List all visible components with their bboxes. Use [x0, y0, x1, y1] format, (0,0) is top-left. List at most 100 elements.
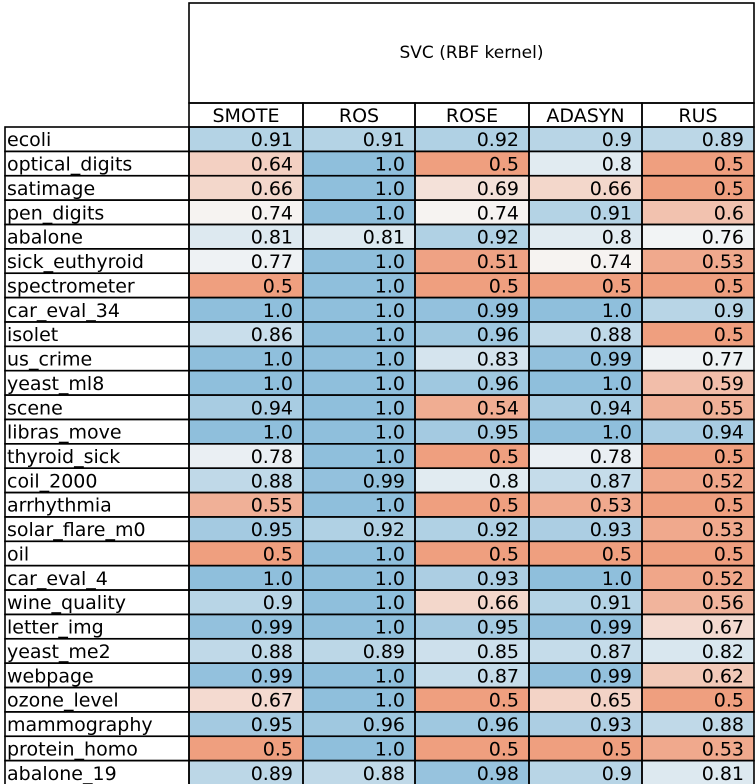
cell-value: 0.66 [477, 592, 519, 614]
heatmap-cell [415, 492, 529, 517]
cell-value: 0.5 [714, 178, 744, 200]
heatmap-cell [303, 370, 415, 396]
cell-value: 0.5 [263, 738, 293, 760]
heatmap-cell [529, 614, 642, 639]
heatmap-cell [415, 297, 529, 322]
cell-value: 1.0 [375, 495, 405, 517]
heatmap-cell [189, 614, 303, 639]
row-label: mammography [7, 714, 153, 736]
cell-value: 0.99 [590, 617, 632, 639]
heatmap-cell [303, 443, 415, 469]
cell-value: 0.9 [602, 763, 632, 784]
cell-value: 0.92 [477, 227, 519, 249]
cell-value: 0.81 [363, 227, 405, 249]
cell-value: 0.9 [263, 592, 293, 614]
row-label: abalone [7, 227, 83, 249]
heatmap-cell [189, 492, 303, 517]
heatmap-cell [529, 516, 642, 542]
heatmap-cell [642, 297, 754, 322]
cell-value: 0.5 [489, 495, 519, 517]
row-label: protein_homo [7, 738, 138, 760]
heatmap-cell [415, 248, 529, 274]
heatmap-cell [189, 711, 303, 737]
cell-value: 0.62 [702, 665, 744, 687]
heatmap-cell [303, 614, 415, 639]
cell-value: 0.78 [590, 446, 632, 468]
cell-value: 0.92 [363, 519, 405, 541]
cell-value: 0.51 [477, 251, 519, 273]
row-label: oil [7, 543, 29, 565]
row-label: car_eval_4 [7, 568, 108, 590]
cell-value: 0.99 [590, 349, 632, 371]
cell-value: 0.96 [477, 324, 519, 346]
column-header: ADASYN [546, 105, 624, 127]
cell-value: 0.5 [602, 738, 632, 760]
heatmap-cell [529, 224, 642, 249]
column-header: ROS [339, 105, 379, 127]
row-label: yeast_me2 [7, 641, 111, 663]
cell-value: 0.76 [702, 227, 744, 249]
cell-value: 0.54 [477, 397, 519, 419]
cell-value: 0.94 [251, 397, 293, 419]
cell-value: 1.0 [263, 422, 293, 444]
cell-value: 0.5 [489, 738, 519, 760]
cell-value: 0.52 [702, 568, 744, 590]
cell-value: 0.91 [251, 129, 293, 151]
cell-value: 0.88 [590, 324, 632, 346]
heatmap-cell [415, 370, 529, 396]
heatmap-cell [303, 687, 415, 712]
heatmap-cell [415, 468, 529, 493]
heatmap-cell [642, 614, 754, 639]
heatmap-cell [415, 443, 529, 469]
cell-value: 0.5 [714, 446, 744, 468]
cell-value: 1.0 [263, 349, 293, 371]
cell-value: 0.5 [714, 154, 744, 176]
row-label: sick_euthyroid [7, 251, 144, 273]
chart-title: SVC (RBF kernel) [400, 43, 544, 63]
heatmap-cell [189, 419, 303, 444]
cell-value: 1.0 [375, 349, 405, 371]
cell-value: 0.6 [714, 202, 744, 224]
cell-value: 0.96 [477, 373, 519, 395]
row-label: isolet [7, 324, 58, 346]
cell-value: 0.88 [363, 763, 405, 784]
heatmap-cell-border [641, 759, 755, 784]
heatmap-cell [189, 541, 303, 566]
heatmap-cell [642, 127, 754, 152]
cell-value: 0.74 [590, 251, 632, 273]
cell-value: 1.0 [375, 617, 405, 639]
heatmap-cell [303, 419, 415, 444]
heatmap-cell [529, 760, 642, 784]
heatmap-cell [415, 614, 529, 639]
cell-value: 0.95 [477, 617, 519, 639]
cell-value: 0.89 [363, 641, 405, 663]
cell-value: 0.53 [590, 495, 632, 517]
cell-value: 0.67 [702, 617, 744, 639]
cell-value: 0.55 [702, 397, 744, 419]
cell-value: 1.0 [375, 154, 405, 176]
heatmap-cell [529, 663, 642, 688]
cell-value: 0.59 [702, 373, 744, 395]
cell-value: 0.95 [251, 714, 293, 736]
cell-value: 0.53 [702, 251, 744, 273]
heatmap-cell [189, 443, 303, 469]
cell-value: 0.92 [477, 519, 519, 541]
row-label: ecoli [7, 129, 51, 151]
row-label-cell [4, 540, 190, 567]
cell-value: 0.81 [251, 227, 293, 249]
cell-value: 0.93 [590, 519, 632, 541]
cell-value: 1.0 [375, 665, 405, 687]
heatmap-cell [642, 638, 754, 664]
cell-value: 0.5 [714, 324, 744, 346]
cell-value: 0.5 [489, 690, 519, 712]
heatmap-cell [415, 663, 529, 688]
heatmap-cell [415, 590, 529, 615]
cell-value: 1.0 [375, 446, 405, 468]
cell-value: 0.65 [590, 690, 632, 712]
heatmap-cell [189, 638, 303, 664]
cell-value: 0.74 [477, 202, 519, 224]
heatmap-cell [189, 273, 303, 298]
heatmap-cell [303, 151, 415, 176]
row-label: car_eval_34 [7, 300, 120, 322]
cell-value: 0.66 [251, 178, 293, 200]
